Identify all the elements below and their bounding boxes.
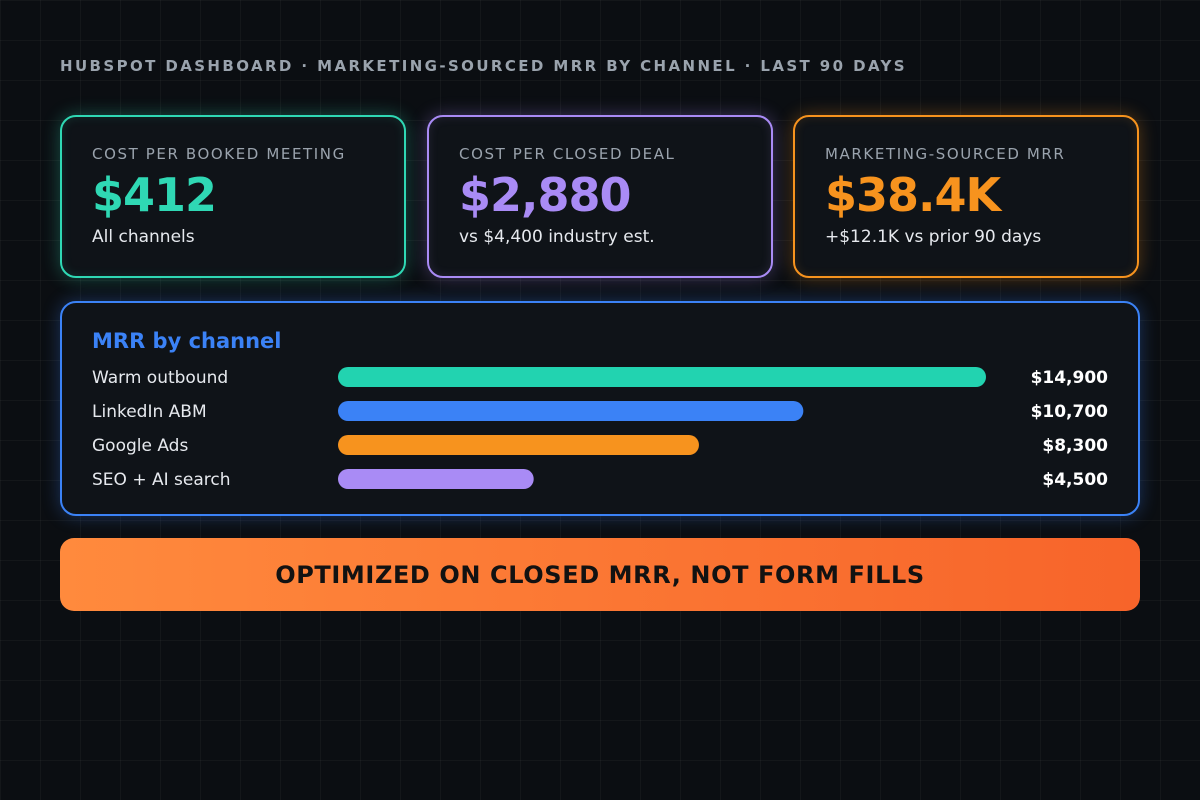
kpi-card-marketing-mrr: MARKETING-SOURCED MRR $38.4K +$12.1K vs … [793,115,1139,278]
category-label: Google Ads [92,436,188,456]
kpi-card-cost-per-deal: COST PER CLOSED DEAL $2,880 vs $4,400 in… [427,115,773,278]
bar-seo-ai-search [338,469,534,489]
kpi-subtext: vs $4,400 industry est. [459,227,655,248]
kpi-label: COST PER CLOSED DEAL [459,145,676,163]
bar-warm-outbound [338,367,986,387]
bar-google-ads [338,435,699,455]
kpi-subtext: All channels [92,227,195,248]
kpi-card-cost-per-meeting: COST PER BOOKED MEETING $412 All channel… [60,115,406,278]
value-label: $14,900 [1031,368,1109,388]
kpi-label: MARKETING-SOURCED MRR [825,145,1066,163]
kpi-value: $412 [92,168,217,222]
category-label: LinkedIn ABM [92,402,207,422]
kpi-value: $38.4K [825,168,1001,222]
value-label: $8,300 [1042,436,1108,456]
kpi-value: $2,880 [459,168,632,222]
value-label: $10,700 [1031,402,1109,422]
panel-title: MRR by channel [92,329,282,353]
bar-linkedin-abm [338,401,804,421]
kpi-label: COST PER BOOKED MEETING [92,145,346,163]
category-label: SEO + AI search [92,470,230,490]
dashboard-header: HUBSPOT DASHBOARD · MARKETING-SOURCED MR… [60,57,907,75]
value-label: $4,500 [1042,470,1108,490]
summary-banner: OPTIMIZED ON CLOSED MRR, NOT FORM FILLS [60,538,1140,611]
kpi-subtext: +$12.1K vs prior 90 days [825,227,1042,248]
mrr-by-channel-panel: Warm outbound $14,900 LinkedIn ABM $10,700 G… [60,301,1140,516]
category-label: Warm outbound [92,368,228,388]
mrr-bar-chart: Warm outbound $14,900 LinkedIn ABM $10,700 G… [92,367,1109,490]
